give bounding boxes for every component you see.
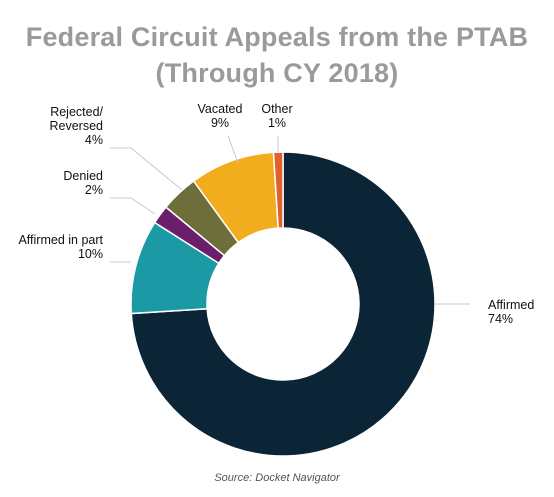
slices-layer bbox=[130, 151, 436, 457]
data-label-name-rejected-reversed: Rejected/ bbox=[50, 105, 103, 119]
slice-affirmed bbox=[130, 151, 436, 457]
leader-line-vacated bbox=[227, 135, 239, 164]
slice-other bbox=[272, 151, 284, 229]
data-label-name-vacated: Vacated bbox=[198, 102, 243, 116]
data-label-value-affirmed-in-part: 10% bbox=[78, 247, 103, 261]
chart-title-line-2: (Through CY 2018) bbox=[155, 58, 399, 88]
data-label-name-affirmed-in-part: Affirmed in part bbox=[18, 233, 103, 247]
leader-line-rejected-reversed bbox=[110, 147, 183, 191]
data-label-name-other: Other bbox=[261, 102, 292, 116]
leader-line-denied bbox=[110, 197, 156, 215]
data-label-name-affirmed: Affirmed bbox=[488, 298, 534, 312]
data-label-name-rejected-reversed: Reversed bbox=[50, 119, 104, 133]
data-label-value-vacated: 9% bbox=[211, 116, 229, 130]
data-label-value-other: 1% bbox=[268, 116, 286, 130]
data-label-value-affirmed: 74% bbox=[488, 312, 513, 326]
chart-title-line-1: Federal Circuit Appeals from the PTAB bbox=[25, 22, 529, 52]
data-label-value-denied: 2% bbox=[85, 183, 103, 197]
source-note: Source: Docket Navigator bbox=[214, 472, 340, 484]
leaders-layer bbox=[110, 135, 470, 305]
data-label-name-denied: Denied bbox=[63, 169, 103, 183]
data-label-value-rejected-reversed: 4% bbox=[85, 133, 103, 147]
